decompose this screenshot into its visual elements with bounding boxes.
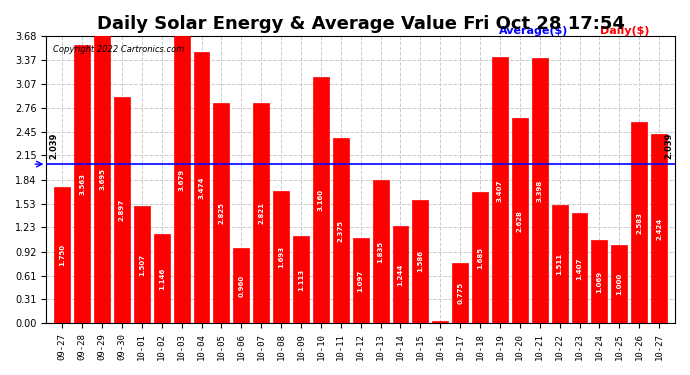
Text: 1.097: 1.097 <box>357 269 364 292</box>
Bar <box>472 192 488 323</box>
Bar <box>213 103 229 323</box>
Bar <box>114 97 130 323</box>
Bar <box>552 206 568 323</box>
Bar <box>194 52 210 323</box>
Text: Daily($): Daily($) <box>600 26 649 36</box>
Bar <box>253 103 269 323</box>
Bar <box>293 237 309 323</box>
Bar <box>492 57 508 323</box>
Text: 1.000: 1.000 <box>616 273 622 296</box>
Bar <box>134 206 150 323</box>
Bar <box>611 245 627 323</box>
Bar <box>532 58 548 323</box>
Text: 3.563: 3.563 <box>79 173 85 195</box>
Bar <box>373 180 388 323</box>
Text: 1.146: 1.146 <box>159 267 165 290</box>
Bar <box>433 321 448 323</box>
Text: 2.424: 2.424 <box>656 217 662 240</box>
Bar <box>154 234 170 323</box>
Bar <box>333 138 348 323</box>
Text: 3.474: 3.474 <box>199 177 204 199</box>
Text: Copyright 2022 Cartronics.com: Copyright 2022 Cartronics.com <box>52 45 184 54</box>
Bar <box>591 240 607 323</box>
Bar <box>393 226 408 323</box>
Text: 1.507: 1.507 <box>139 254 145 276</box>
Text: 3.160: 3.160 <box>318 189 324 211</box>
Text: 2.821: 2.821 <box>258 202 264 224</box>
Bar <box>512 118 528 323</box>
Text: 2.825: 2.825 <box>219 202 224 224</box>
Bar <box>55 187 70 323</box>
Bar <box>313 76 329 323</box>
Bar <box>353 238 368 323</box>
Bar <box>273 191 289 323</box>
Text: 2.039: 2.039 <box>50 133 59 159</box>
Text: 1.750: 1.750 <box>59 244 66 266</box>
Title: Daily Solar Energy & Average Value Fri Oct 28 17:54: Daily Solar Energy & Average Value Fri O… <box>97 15 624 33</box>
Text: 1.685: 1.685 <box>477 247 483 268</box>
Bar <box>174 36 190 323</box>
Text: 1.113: 1.113 <box>298 269 304 291</box>
Text: 1.693: 1.693 <box>278 246 284 268</box>
Text: 3.398: 3.398 <box>537 180 543 202</box>
Text: 0.775: 0.775 <box>457 282 463 304</box>
Text: 2.039: 2.039 <box>664 133 673 159</box>
Text: Average($): Average($) <box>499 26 569 36</box>
Bar <box>651 134 667 323</box>
Bar <box>452 263 468 323</box>
Text: 2.583: 2.583 <box>636 211 642 234</box>
Bar <box>94 35 110 323</box>
Text: 3.695: 3.695 <box>99 168 105 190</box>
Text: 2.628: 2.628 <box>517 210 523 232</box>
Text: 1.511: 1.511 <box>557 254 562 276</box>
Text: 3.679: 3.679 <box>179 169 185 191</box>
Text: 2.897: 2.897 <box>119 199 125 221</box>
Text: 1.244: 1.244 <box>397 264 404 286</box>
Text: 1.069: 1.069 <box>596 271 602 293</box>
Text: 1.835: 1.835 <box>377 241 384 263</box>
Bar <box>233 248 249 323</box>
Text: 2.375: 2.375 <box>338 220 344 242</box>
Bar <box>75 45 90 323</box>
Text: 3.407: 3.407 <box>497 179 503 201</box>
Bar <box>631 122 647 323</box>
Bar <box>413 200 428 323</box>
Text: 1.586: 1.586 <box>417 251 424 273</box>
Text: 1.407: 1.407 <box>577 257 582 280</box>
Text: 0.960: 0.960 <box>238 275 244 297</box>
Bar <box>571 213 587 323</box>
